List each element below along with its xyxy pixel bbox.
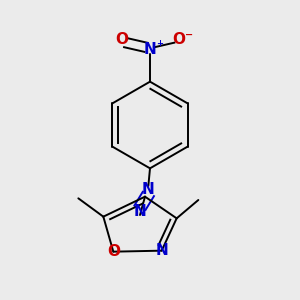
Text: O: O [115,32,128,47]
Text: O: O [107,244,120,259]
Text: N: N [134,204,146,219]
Text: +: + [156,40,163,49]
Text: −: − [185,30,193,40]
Text: O: O [172,32,185,47]
Text: N: N [144,43,156,58]
Text: N: N [142,182,155,197]
Text: N: N [155,243,168,258]
